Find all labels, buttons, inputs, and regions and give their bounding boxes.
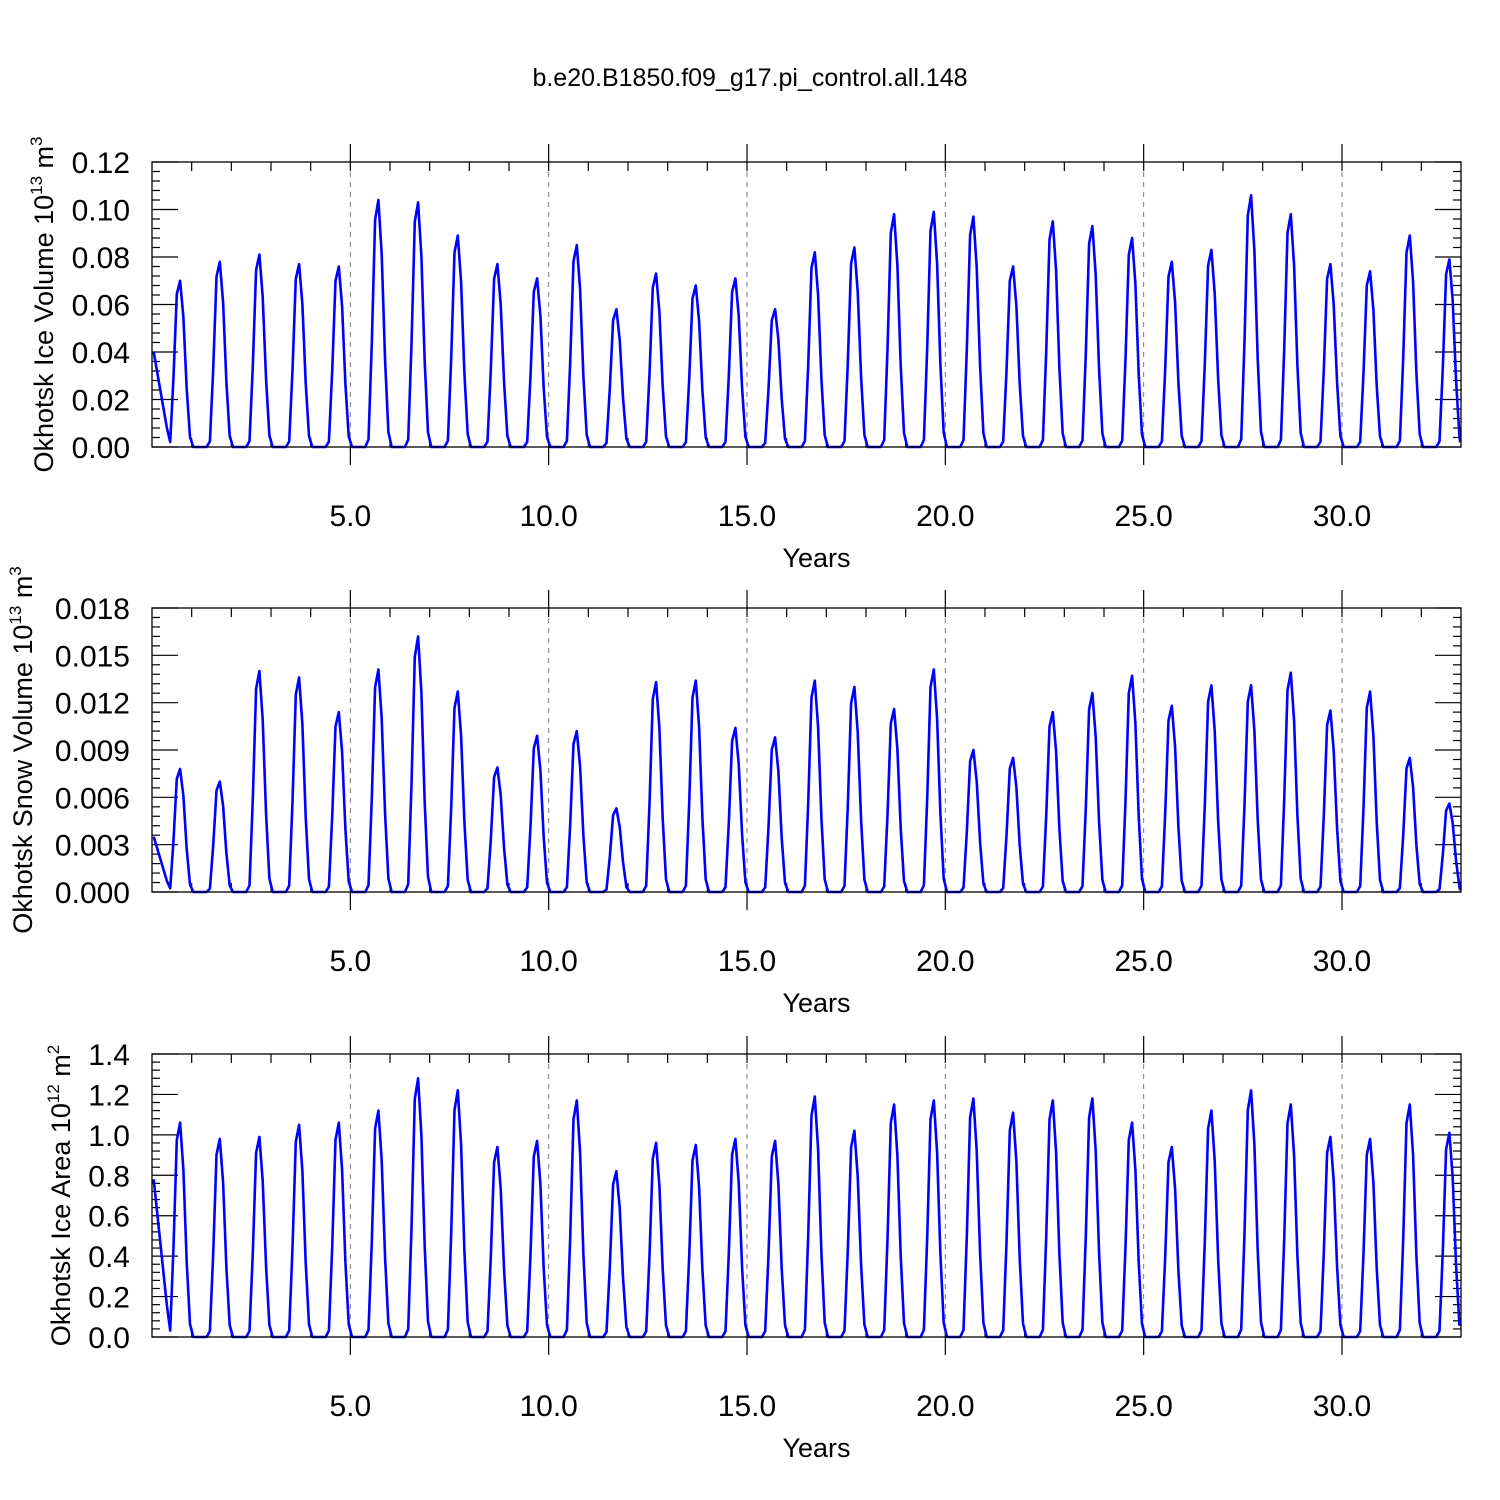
x-tick-label: 25.0 (1114, 1390, 1172, 1423)
y-tick-label: 0.018 (55, 593, 130, 626)
x-tick-label: 15.0 (718, 1390, 776, 1423)
y-tick-label: 0.12 (72, 147, 130, 180)
x-tick-label: 10.0 (519, 500, 577, 533)
y-tick-label: 1.2 (88, 1079, 130, 1112)
plot-frame (151, 161, 1462, 448)
series-line (152, 635, 1462, 894)
x-tick-label: 20.0 (916, 945, 974, 978)
x-axis-label: Years (782, 988, 850, 1018)
y-tick-label: 0.4 (88, 1241, 130, 1274)
y-tick-label: 0.8 (88, 1160, 130, 1193)
y-tick-label: 0.6 (88, 1201, 130, 1234)
series-line (152, 1077, 1462, 1339)
y-tick-label: 1.0 (88, 1120, 130, 1153)
y-tick-label: 0.04 (72, 337, 130, 370)
x-axis-label: Years (782, 543, 850, 573)
y-axis-label: Okhotsk Snow Volume 1013 m3 (6, 566, 38, 934)
x-tick-label: 20.0 (916, 1390, 974, 1423)
x-tick-label: 15.0 (718, 945, 776, 978)
panels: 0.00 0.02 0.04 0.06 0.08 0.10 0.12 5.0 10.0 15.0 2… (6, 136, 1462, 1463)
x-tick-label: 30.0 (1313, 1390, 1371, 1423)
y-tick-label: 0.0 (88, 1322, 130, 1355)
x-tick-label: 5.0 (329, 500, 371, 533)
series-line (152, 194, 1462, 449)
x-axis-label: Years (782, 1433, 850, 1463)
x-tick-label: 30.0 (1313, 945, 1371, 978)
y-axis-label: Okhotsk Ice Volume 1013 m3 (27, 136, 59, 472)
y-tick-label: 0.00 (72, 432, 130, 465)
x-tick-label: 10.0 (519, 1390, 577, 1423)
x-tick-label: 20.0 (916, 500, 974, 533)
y-tick-label: 0.000 (55, 877, 130, 910)
chart-panel-3: 0.0 0.2 0.4 0.6 0.8 1.0 1.2 1.4 5.0 10.0 15.0 20.0 2… (44, 1036, 1462, 1463)
x-tick-label: 5.0 (329, 945, 371, 978)
x-tick-label: 30.0 (1313, 500, 1371, 533)
chart-panel-2: 0.000 0.003 0.006 0.009 0.012 0.015 0.018 5.0 10… (6, 566, 1462, 1018)
chart-panel-1: 0.00 0.02 0.04 0.06 0.08 0.10 0.12 5.0 10.0 15.0 2… (27, 136, 1462, 573)
x-tick-label: 15.0 (718, 500, 776, 533)
y-tick-label: 0.10 (72, 195, 130, 228)
x-tick-label: 25.0 (1114, 500, 1172, 533)
y-tick-label: 0.003 (55, 830, 130, 863)
y-tick-label: 0.06 (72, 290, 130, 323)
y-tick-label: 0.012 (55, 688, 130, 721)
x-tick-label: 10.0 (519, 945, 577, 978)
y-tick-label: 0.02 (72, 385, 130, 418)
y-axis-label: Okhotsk Ice Area 1012 m2 (44, 1045, 76, 1347)
y-tick-label: 0.009 (55, 735, 130, 768)
y-tick-label: 0.08 (72, 242, 130, 275)
x-tick-label: 25.0 (1114, 945, 1172, 978)
figure-title: b.e20.B1850.f09_g17.pi_control.all.148 (532, 64, 967, 92)
y-tick-label: 0.015 (55, 640, 130, 673)
y-tick-label: 0.2 (88, 1282, 130, 1315)
y-tick-label: 1.4 (88, 1039, 130, 1072)
plot-frame (151, 1053, 1462, 1338)
plot-frame (151, 607, 1462, 893)
y-tick-label: 0.006 (55, 782, 130, 815)
x-tick-label: 5.0 (329, 1390, 371, 1423)
